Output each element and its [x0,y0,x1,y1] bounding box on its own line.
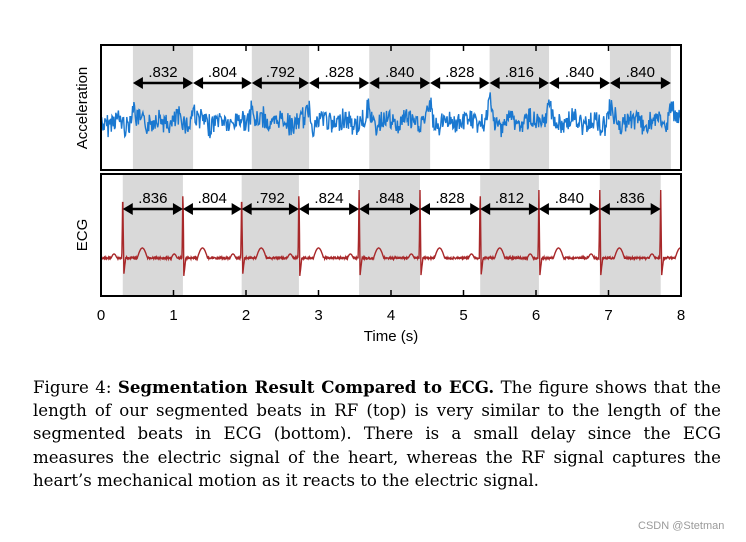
arrow-head-right [231,203,242,215]
arrow-head-right [183,77,194,89]
arrow-head-left [359,203,370,215]
x-axis: 0 1 2 3 4 5 6 7 8 [97,45,685,324]
x-tick-label: 6 [532,307,540,324]
arrow-head-right [241,77,252,89]
arrow-head-left [122,203,133,215]
arrow-head-left [430,77,441,89]
beat-length-label: .828 [435,190,464,207]
arrow-head-right [299,77,310,89]
x-tick-label: 7 [604,307,612,324]
x-axis-label: Time (s) [364,328,418,345]
caption-body: The figure shows that the length of our … [33,378,721,490]
beat-length-label: .840 [385,64,414,81]
beat-length-label: .804 [198,190,227,207]
arrow-head-right [410,203,420,215]
arrow-head-right [539,77,550,89]
ecg-panel: .836 .804 .792 .824 .848 .828 .812 .840 .836 [100,173,682,297]
arrow-head-left [549,77,560,89]
arrow-head-left [538,203,549,215]
beat-length-label: .836 [616,190,645,207]
beat-shade [480,174,539,296]
beat-shade [359,174,420,296]
arrow-head-left [599,203,610,215]
x-tick-label: 1 [169,307,177,324]
beat-shade [251,45,310,170]
arrow-head-left [298,203,309,215]
y-axis-label-ecg: ECG [74,219,91,252]
x-tick-label: 8 [677,307,685,324]
arrow-head-right [589,203,600,215]
arrow-head-left [182,203,193,215]
signal-line [100,92,682,139]
x-tick-label: 3 [314,307,322,324]
beat-length-label: .832 [148,64,177,81]
arrow-head-right [470,203,481,215]
arrow-head-left [480,203,491,215]
beat-shade [489,45,550,170]
caption-title: Segmentation Result Compared to ECG. [117,377,495,397]
acceleration-panel: .832 .804 .792 .828 .840 .828 .816 .840 .840 [100,44,682,171]
arrow-head-right [650,203,661,215]
beat-length-label: .812 [495,190,524,207]
arrow-head-left [309,77,320,89]
arrow-head-right [349,203,360,215]
arrow-head-left [369,77,380,89]
arrow-head-right [528,203,539,215]
arrow-head-left [241,203,252,215]
x-tick-label: 2 [242,307,250,324]
caption-label: Figure 4: [33,378,112,397]
beat-shade [122,174,183,296]
beat-length-label: .804 [208,64,237,81]
arrow-head-right [359,77,370,89]
signal-line [100,189,682,276]
y-axis-label-acceleration: Acceleration [74,67,91,150]
x-tick-label: 4 [387,307,395,324]
figure-caption: Figure 4: Segmentation Result Compared t… [33,376,721,492]
watermark: CSDN @Stetman [638,520,725,532]
beat-length-label: .836 [138,190,167,207]
beat-shade [369,45,431,170]
beat-shade [241,174,299,296]
arrow-head-right [660,77,671,89]
beat-length-label: .792 [256,190,285,207]
arrow-head-left [489,77,500,89]
arrow-head-right [599,77,610,89]
beat-length-label: .840 [555,190,584,207]
arrow-head-right [479,77,490,89]
beat-length-label: .840 [565,64,594,81]
beat-length-label: .840 [626,64,655,81]
beat-length-label: .816 [505,64,534,81]
x-tick-label: 5 [459,307,467,324]
arrow-head-right [288,203,299,215]
arrow-head-right [172,203,183,215]
arrow-head-right [420,77,431,89]
arrow-head-left [609,77,620,89]
beat-length-label: .848 [375,190,404,207]
figure-chart: .832 .804 .792 .828 .840 .828 .816 .840 .840 .83… [74,44,685,345]
beat-length-label: .792 [266,64,295,81]
beat-length-label: .824 [314,190,343,207]
arrow-head-left [420,203,430,215]
arrow-head-left [193,77,204,89]
beat-shade [132,45,194,170]
x-tick-label: 0 [97,307,105,324]
arrow-head-left [132,77,143,89]
beat-shade [609,45,671,170]
beat-length-label: .828 [325,64,354,81]
beat-length-label: .828 [445,64,474,81]
arrow-head-left [251,77,262,89]
beat-shade [599,174,661,296]
